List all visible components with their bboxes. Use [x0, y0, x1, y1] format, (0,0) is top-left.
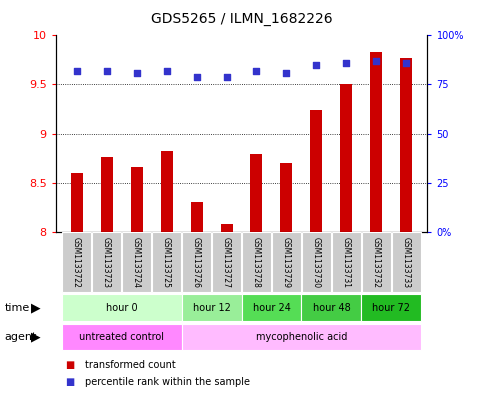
- Bar: [182, 294, 242, 321]
- Bar: [152, 233, 181, 292]
- Text: hour 12: hour 12: [193, 303, 230, 312]
- Bar: [190, 202, 202, 232]
- Text: ▶: ▶: [31, 301, 41, 314]
- Text: GSM1133731: GSM1133731: [342, 237, 351, 288]
- Bar: [370, 52, 383, 232]
- Bar: [160, 151, 172, 232]
- Point: [133, 70, 141, 76]
- Point: [163, 68, 170, 74]
- Bar: [62, 233, 91, 292]
- Bar: [281, 163, 293, 232]
- Text: GDS5265 / ILMN_1682226: GDS5265 / ILMN_1682226: [151, 12, 332, 26]
- Bar: [71, 173, 83, 232]
- Text: GSM1133723: GSM1133723: [102, 237, 111, 288]
- Text: transformed count: transformed count: [85, 360, 175, 370]
- Bar: [361, 294, 422, 321]
- Point: [342, 60, 350, 66]
- Text: GSM1133727: GSM1133727: [222, 237, 231, 288]
- Point: [72, 68, 80, 74]
- Bar: [341, 84, 353, 232]
- Text: time: time: [5, 303, 30, 312]
- Point: [403, 60, 411, 66]
- Text: GSM1133730: GSM1133730: [312, 237, 321, 288]
- Point: [223, 73, 230, 80]
- Bar: [311, 110, 323, 232]
- Text: percentile rank within the sample: percentile rank within the sample: [85, 376, 250, 387]
- Bar: [221, 224, 232, 232]
- Text: ■: ■: [65, 376, 74, 387]
- Bar: [61, 324, 182, 350]
- Text: untreated control: untreated control: [79, 332, 164, 342]
- Point: [193, 73, 200, 80]
- Point: [103, 68, 111, 74]
- Text: ■: ■: [65, 360, 74, 370]
- Bar: [242, 294, 301, 321]
- Bar: [400, 58, 412, 232]
- Point: [253, 68, 260, 74]
- Point: [283, 70, 290, 76]
- Text: GSM1133724: GSM1133724: [132, 237, 141, 288]
- Bar: [130, 167, 142, 232]
- Bar: [61, 294, 182, 321]
- Text: GSM1133726: GSM1133726: [192, 237, 201, 288]
- Bar: [251, 154, 262, 232]
- Bar: [92, 233, 121, 292]
- Bar: [182, 233, 211, 292]
- Text: GSM1133733: GSM1133733: [402, 237, 411, 288]
- Text: hour 0: hour 0: [106, 303, 137, 312]
- Bar: [182, 324, 422, 350]
- Text: ▶: ▶: [31, 331, 41, 343]
- Text: GSM1133729: GSM1133729: [282, 237, 291, 288]
- Bar: [100, 157, 113, 232]
- Bar: [242, 233, 271, 292]
- Bar: [332, 233, 361, 292]
- Bar: [302, 233, 331, 292]
- Bar: [122, 233, 151, 292]
- Bar: [392, 233, 421, 292]
- Text: GSM1133728: GSM1133728: [252, 237, 261, 288]
- Text: hour 72: hour 72: [372, 303, 411, 312]
- Text: mycophenolic acid: mycophenolic acid: [256, 332, 347, 342]
- Bar: [362, 233, 391, 292]
- Point: [313, 62, 320, 68]
- Bar: [272, 233, 301, 292]
- Bar: [301, 294, 361, 321]
- Text: GSM1133732: GSM1133732: [372, 237, 381, 288]
- Text: hour 48: hour 48: [313, 303, 350, 312]
- Text: GSM1133722: GSM1133722: [72, 237, 81, 288]
- Text: GSM1133725: GSM1133725: [162, 237, 171, 288]
- Text: agent: agent: [5, 332, 37, 342]
- Point: [372, 58, 380, 64]
- Text: hour 24: hour 24: [253, 303, 290, 312]
- Bar: [212, 233, 241, 292]
